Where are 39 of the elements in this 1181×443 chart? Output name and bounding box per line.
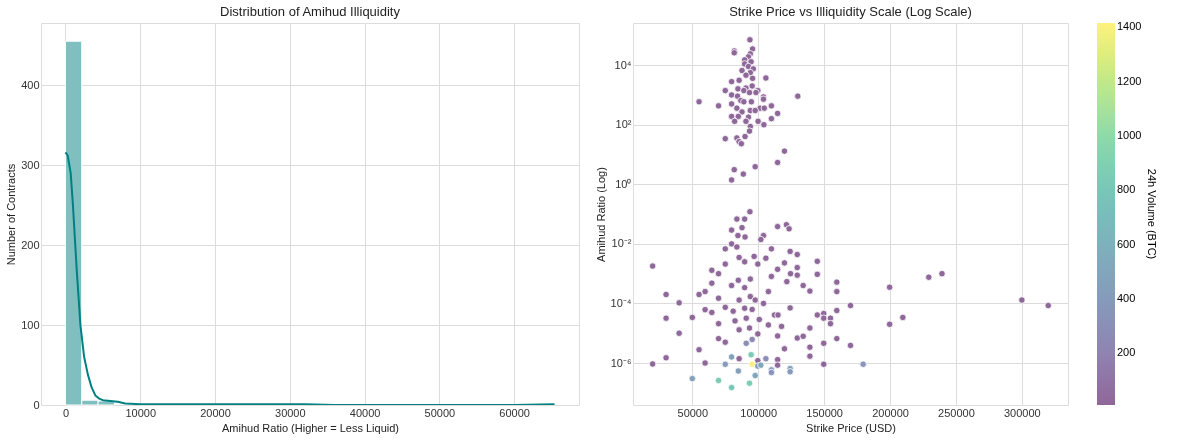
y-tick-label: 0: [33, 398, 40, 411]
y-tick-label: 10²: [615, 118, 632, 131]
y-tick-label: 10⁻⁴: [610, 296, 632, 309]
x-tick-label: 50000: [424, 406, 456, 419]
y-tick-label: 10⁰: [615, 177, 632, 190]
y-tick-label: 10⁴: [614, 58, 632, 71]
x-axis-title: Strike Price (USD): [806, 421, 896, 434]
x-tick-label: 30000: [275, 406, 306, 419]
y-tick-label: 200: [21, 238, 40, 251]
y-tick-label: 10⁻⁶: [610, 356, 632, 369]
y-tick-label: 10⁻²: [611, 237, 632, 250]
y-tick-label: 300: [21, 158, 40, 171]
color-bar-label: 800: [1117, 183, 1136, 196]
chart-title: Strike Price vs Illiquidity Scale (Log Scale): [729, 4, 972, 19]
y-tick-label: 400: [21, 78, 40, 91]
x-tick-label: 50000: [677, 406, 709, 419]
color-bar-label: 1200: [1117, 74, 1142, 87]
x-tick-label: 100000: [740, 406, 778, 419]
y-axis-title: Amihud Ratio (Log): [594, 167, 607, 262]
color-bar-label: 200: [1117, 346, 1136, 359]
x-tick-label: 150000: [806, 406, 843, 419]
x-tick-label: 200000: [872, 406, 909, 419]
x-tick-label: 10000: [125, 406, 157, 419]
line-series: [64, 151, 556, 405]
x-axis-title: Amihud Ratio (Higher = Less Liquid): [221, 421, 400, 434]
color-bar-label: 1000: [1117, 129, 1142, 142]
chart-title: Distribution of Amihud Illiquidity: [220, 4, 401, 19]
color-bar-label: 400: [1117, 292, 1136, 305]
x-tick-label: 300000: [1004, 406, 1041, 419]
color-bar-title: 24h Volume (BTC): [1146, 168, 1158, 260]
x-tick-label: 40000: [349, 406, 381, 419]
y-tick-label: 100: [21, 318, 40, 331]
x-tick-label: 20000: [200, 406, 231, 419]
x-tick-label: 250000: [938, 406, 975, 419]
x-tick-label: 0: [62, 406, 70, 419]
color-bar-label: 600: [1117, 237, 1136, 250]
y-axis-title: Number of Contracts: [5, 163, 18, 266]
color-bar-label: 1400: [1117, 20, 1142, 33]
x-tick-label: 60000: [499, 406, 530, 419]
